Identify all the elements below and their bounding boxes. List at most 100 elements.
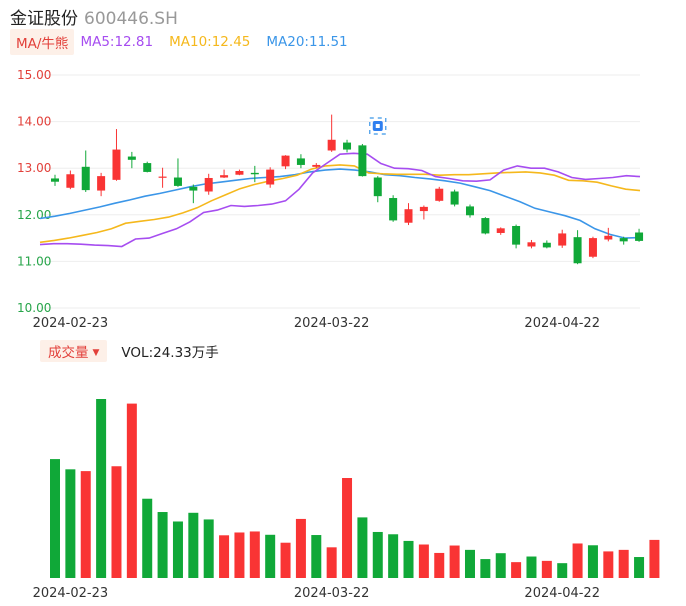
price-axis: 15.00 14.00 13.00 12.00 11.00 10.00: [17, 68, 51, 315]
candle: [435, 186, 444, 202]
volume-bar: [249, 531, 260, 578]
marker-frame: [369, 117, 387, 135]
candle: [481, 217, 490, 235]
candle: [450, 189, 459, 207]
candle: [465, 204, 474, 218]
candle: [573, 230, 582, 265]
candle: [235, 169, 244, 176]
candle: [66, 170, 75, 190]
candle-body: [558, 233, 567, 246]
volume-bar: [188, 512, 199, 578]
ma-selector-button[interactable]: MA/牛熊: [10, 29, 75, 55]
volume-bar: [203, 519, 214, 578]
y-tick-label: 12.00: [17, 208, 51, 222]
volume-bar: [80, 471, 91, 578]
volume-bar: [157, 512, 168, 578]
ma5-label: MA5:12.81: [80, 34, 154, 50]
date-axis-top: 2024-02-23 2024-03-22 2024-04-22: [33, 316, 600, 331]
volume-value: VOL:24.33万手: [121, 345, 219, 361]
candle-body: [542, 242, 551, 248]
candle: [312, 163, 321, 169]
candle: [281, 155, 290, 170]
candle-body: [512, 225, 521, 245]
candle: [527, 239, 536, 249]
volume-bar: [649, 539, 660, 578]
candle-body: [204, 177, 213, 192]
candle: [250, 165, 259, 183]
candle-body: [465, 206, 474, 216]
candle-body: [158, 176, 167, 178]
y-tick-label: 13.00: [17, 161, 51, 175]
volume-bar: [126, 403, 137, 578]
volume-bar: [342, 478, 353, 578]
volume-tag-label: 成交量: [48, 345, 89, 361]
volume-bar: [311, 535, 322, 578]
volume-bar: [65, 469, 76, 578]
candle: [97, 172, 106, 197]
candle-body: [66, 174, 75, 188]
volume-bar: [587, 545, 598, 578]
candle-body: [312, 164, 321, 167]
stock-code: 600446.SH: [84, 9, 178, 29]
x-tick-label: 2024-04-22: [524, 586, 600, 601]
volume-bar: [357, 517, 368, 578]
volume-bar: [295, 518, 306, 578]
volume-bar: [280, 542, 291, 578]
candle: [112, 129, 121, 181]
x-tick-label: 2024-04-22: [524, 316, 600, 331]
volume-bar: [480, 559, 491, 578]
volume-bar: [618, 549, 629, 578]
candle-body: [81, 166, 90, 191]
candle: [296, 154, 305, 169]
candle: [604, 227, 613, 242]
volume-bar: [172, 521, 183, 578]
candle-body: [143, 163, 152, 172]
volume-bar: [511, 562, 522, 578]
volume-bar: [265, 534, 276, 578]
volume-selector-button[interactable]: 成交量 ▼: [40, 340, 108, 362]
candle-body: [281, 155, 290, 167]
candle: [358, 143, 367, 177]
y-tick-label: 10.00: [17, 301, 51, 315]
candle-body: [481, 218, 490, 234]
volume-bar: [142, 498, 153, 578]
candle: [404, 203, 413, 226]
date-axis-bottom: 2024-02-23 2024-03-22 2024-04-22: [33, 586, 600, 601]
volume-bar: [495, 553, 506, 578]
candle-body: [588, 238, 597, 257]
volume-bar: [634, 557, 645, 578]
candle: [373, 176, 382, 203]
candle-body: [496, 228, 505, 233]
candle-body: [450, 191, 459, 205]
candle-body: [604, 235, 613, 240]
candle: [173, 158, 182, 187]
volume-bar: [326, 547, 337, 578]
y-tick-label: 11.00: [17, 254, 51, 268]
x-tick-label: 2024-03-22: [294, 586, 370, 601]
volume-bar: [541, 560, 552, 578]
candle-body: [635, 232, 644, 241]
candle: [327, 114, 336, 152]
candle: [143, 161, 152, 173]
candle-body: [404, 209, 413, 223]
candle-body: [127, 156, 136, 160]
candle-body: [220, 175, 229, 178]
candle-body: [435, 188, 444, 201]
ma-lines: [39, 152, 641, 248]
candle-body: [343, 142, 352, 150]
volume-bar: [388, 534, 399, 578]
stock-name: 金证股份: [10, 9, 78, 29]
volume-legend: 成交量 ▼ VOL:24.33万手: [40, 340, 219, 362]
volume-bar: [111, 466, 122, 578]
candles: [51, 114, 644, 265]
candle-body: [51, 178, 59, 182]
candle: [542, 240, 551, 249]
y-tick-label: 15.00: [17, 68, 51, 82]
volume-bar: [219, 535, 230, 578]
candle-body: [327, 139, 336, 151]
candle-body: [419, 206, 428, 212]
x-tick-label: 2024-02-23: [33, 316, 109, 331]
y-tick-label: 14.00: [17, 115, 51, 129]
candle-body: [573, 237, 582, 264]
